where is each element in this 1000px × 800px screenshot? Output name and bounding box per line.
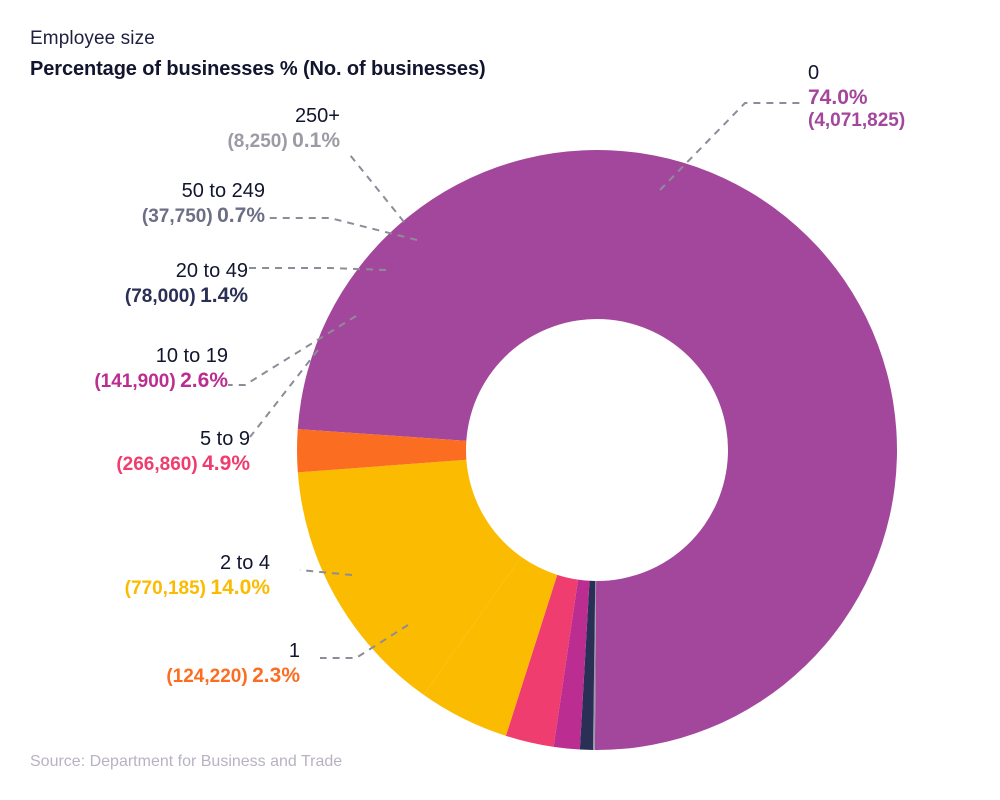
leader-line-10to19 [228, 315, 357, 386]
callout-values-1: (124,220) 2.3% [60, 664, 300, 689]
callout-label-5to9: 5 to 9 (266,860) 4.9% [10, 428, 250, 476]
callout-count-10to19: (141,900) [94, 370, 176, 392]
callout-percent-250plus: 0.1% [292, 128, 340, 152]
callout-percent-10to19: 2.6% [180, 368, 228, 392]
chart-title: Percentage of businesses % (No. of busin… [30, 58, 486, 80]
callout-label-2to4: 2 to 4 (770,185) 14.0% [20, 552, 270, 600]
callout-count-250plus: (8,250) [227, 130, 288, 152]
slice-2to4[interactable] [297, 459, 522, 695]
callout-values-50to249: (37,750) 0.7% [20, 204, 265, 229]
callout-values-10to19: (141,900) 2.6% [0, 369, 228, 394]
callout-label-1: 1 (124,220) 2.3% [60, 640, 300, 688]
slice-20to49[interactable] [553, 579, 590, 750]
leader-line-5to9 [249, 349, 319, 438]
callout-count-50to249: (37,750) [141, 205, 213, 227]
callout-category-250plus: 250+ [294, 105, 340, 127]
callout-category-0: 0 [808, 62, 820, 84]
callout-label-20to49: 20 to 49 (78,000) 1.4% [0, 260, 248, 308]
slice-5to9[interactable] [423, 556, 558, 736]
callout-values-5to9: (266,860) 4.9% [10, 452, 250, 477]
leader-line-20to49 [248, 267, 387, 271]
slice-1[interactable] [297, 429, 467, 473]
callout-count-1: (124,220) [166, 665, 248, 687]
leader-line-250plus [349, 154, 405, 223]
callout-percent-5to9: 4.9% [202, 451, 250, 475]
callout-label-250plus: 250+ (8,250) 0.1% [100, 105, 340, 153]
callout-values-250plus: (8,250) 0.1% [100, 129, 340, 154]
slice-0[interactable] [297, 149, 897, 750]
callout-category-50to249: 50 to 249 [181, 180, 265, 202]
leader-lines [228, 102, 800, 659]
callout-count-20to49: (78,000) [124, 285, 196, 307]
callout-percent-20to49: 1.4% [200, 283, 248, 307]
callout-label-0: 0 74.0% (4,071,825) [808, 62, 905, 133]
callout-values-2to4: (770,185) 14.0% [20, 576, 270, 601]
callout-category-20to49: 20 to 49 [175, 260, 248, 282]
callout-count-0: (4,071,825) [808, 110, 906, 132]
callout-percent-50to249: 0.7% [217, 203, 265, 227]
callout-values-20to49: (78,000) 1.4% [0, 284, 248, 309]
slice-10to19[interactable] [505, 574, 579, 747]
callout-category-10to19: 10 to 19 [155, 345, 228, 367]
callout-category-1: 1 [288, 640, 300, 662]
donut-slices [297, 149, 897, 750]
leader-line-0 [659, 102, 800, 191]
callout-count-2to4: (770,185) [124, 577, 206, 599]
slice-250plus[interactable] [593, 580, 597, 750]
callout-label-50to249: 50 to 249 (37,750) 0.7% [20, 180, 265, 228]
callout-label-10to19: 10 to 19 (141,900) 2.6% [0, 345, 228, 393]
slice-50to249[interactable] [579, 580, 596, 750]
callout-count-5to9: (266,860) [116, 453, 198, 475]
source-note: Source: Department for Business and Trad… [30, 753, 343, 770]
callout-values-0: 74.0% (4,071,825) [808, 86, 905, 133]
callout-category-5to9: 5 to 9 [199, 428, 250, 450]
callout-percent-1: 2.3% [252, 663, 300, 687]
chart-subtitle: Employee size [30, 28, 155, 49]
callout-category-2to4: 2 to 4 [219, 552, 270, 574]
callout-percent-0: 74.0% [808, 85, 868, 109]
leader-line-2to4 [299, 569, 353, 576]
callout-percent-2to4: 14.0% [210, 575, 270, 599]
leader-line-50to249 [265, 217, 418, 241]
